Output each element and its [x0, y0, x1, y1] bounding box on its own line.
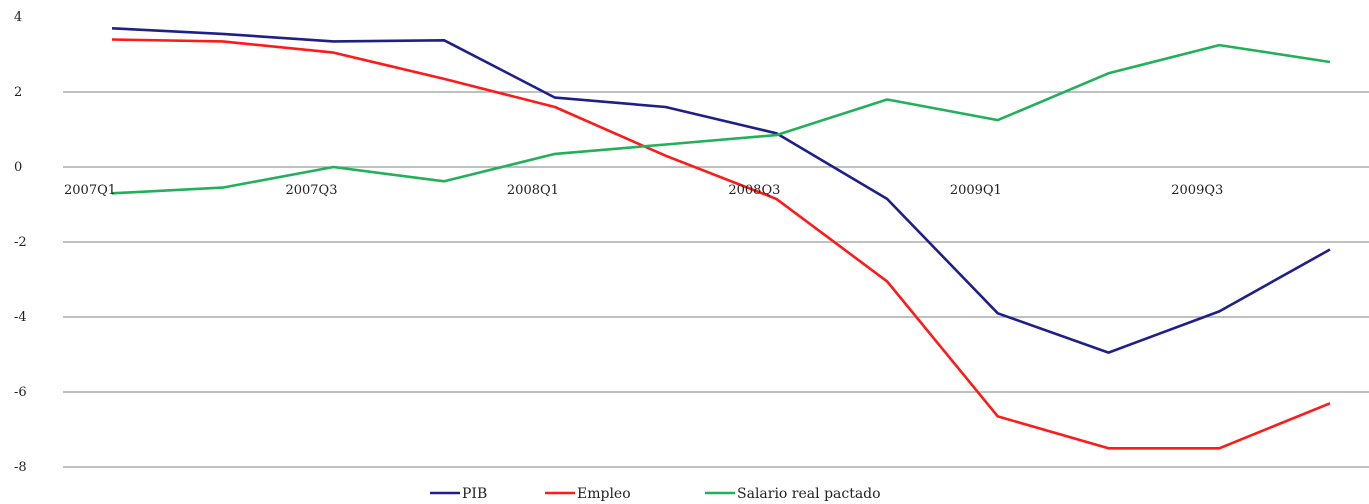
x-axis-tick-labels: 2007Q1 2007Q3 2008Q1 2008Q3 2009Q1 2009Q3 — [64, 183, 1223, 198]
series-line-0 — [111, 27, 1331, 354]
y-tick-label: -4 — [14, 310, 27, 325]
x-tick-label: 2007Q1 — [64, 183, 116, 198]
y-tick-label: 2 — [14, 85, 22, 100]
series-line-1 — [111, 38, 1331, 450]
gridlines — [63, 91, 1369, 468]
y-axis-tick-labels: 4 2 0 -2 -4 -6 -8 — [14, 10, 27, 475]
legend-label-2: Salario real pactado — [737, 486, 881, 502]
x-tick-label: 2009Q3 — [1171, 183, 1223, 198]
x-tick-label: 2009Q1 — [950, 183, 1002, 198]
series-lines — [111, 27, 1331, 450]
y-tick-label: -8 — [14, 460, 27, 475]
x-tick-label: 2008Q3 — [728, 183, 780, 198]
x-tick-label: 2008Q1 — [507, 183, 559, 198]
y-tick-label: 4 — [14, 10, 22, 25]
legend-label-1: Empleo — [577, 486, 631, 502]
y-tick-label: -2 — [14, 235, 27, 250]
series-line-2 — [111, 43, 1331, 195]
legend: PIB Empleo Salario real pactado — [430, 486, 881, 502]
legend-label-0: PIB — [462, 486, 487, 502]
y-tick-label: 0 — [14, 160, 22, 175]
y-tick-label: -6 — [14, 385, 27, 400]
x-tick-label: 2007Q3 — [285, 183, 337, 198]
